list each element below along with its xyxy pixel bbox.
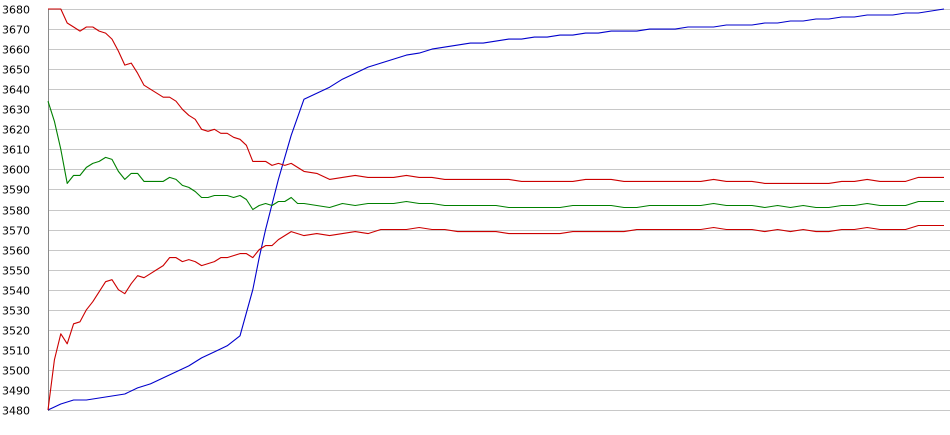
y-tick-label: 3550 <box>2 265 30 278</box>
series-lines <box>47 8 945 411</box>
y-tick-label: 3540 <box>2 285 30 298</box>
y-tick-label: 3590 <box>2 184 30 197</box>
grid-lines <box>48 9 950 411</box>
y-tick-label: 3650 <box>2 64 30 77</box>
y-tick-label: 3510 <box>2 345 30 358</box>
y-tick-label: 3640 <box>2 84 30 97</box>
y-tick-label: 3630 <box>2 104 30 117</box>
series-line-1 <box>47 8 945 411</box>
y-tick-label: 3560 <box>2 245 30 258</box>
series-line-4 <box>47 224 944 411</box>
y-tick-label: 3670 <box>2 24 30 37</box>
y-tick-label: 3530 <box>2 305 30 318</box>
y-tick-label: 3490 <box>2 385 30 398</box>
series-line-3 <box>47 101 944 211</box>
y-tick-label: 3520 <box>2 325 30 338</box>
y-tick-label: 3580 <box>2 205 30 218</box>
series-line-2 <box>48 8 944 184</box>
y-axis-tick-labels: 3480 3490 3500 3510 3520 3530 3540 3550 3560 3570… <box>2 4 30 418</box>
y-tick-label: 3660 <box>2 44 30 57</box>
y-tick-label: 3620 <box>2 124 30 137</box>
y-tick-label: 3610 <box>2 144 30 157</box>
y-tick-label: 3570 <box>2 225 30 238</box>
y-tick-label: 3500 <box>2 365 30 378</box>
y-tick-label: 3600 <box>2 164 30 177</box>
y-tick-label: 3680 <box>2 4 30 17</box>
y-tick-label: 3480 <box>2 405 30 418</box>
